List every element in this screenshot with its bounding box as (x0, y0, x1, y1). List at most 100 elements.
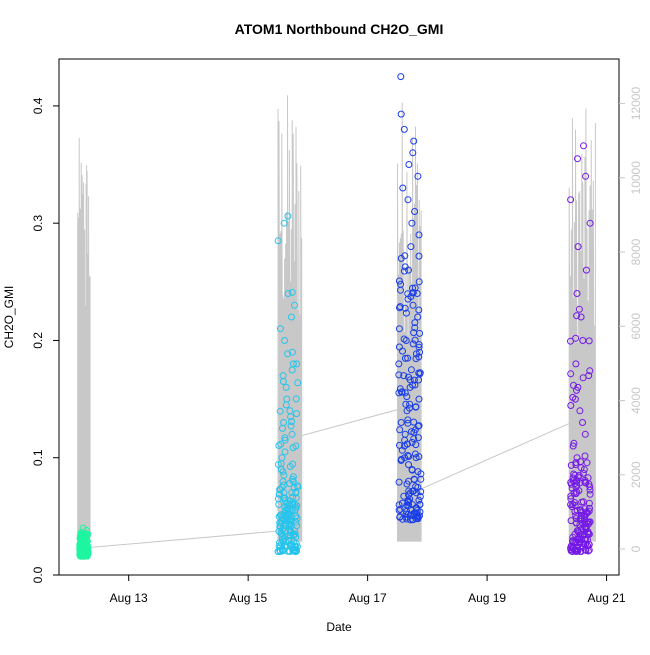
data-point (411, 381, 419, 389)
chart-title: ATOM1 Northbound CH2O_GMI (235, 21, 444, 37)
data-point (275, 542, 283, 550)
data-point (412, 441, 420, 449)
data-point (290, 484, 298, 492)
data-point (405, 461, 412, 469)
data-point (281, 434, 289, 442)
data-point (292, 512, 300, 520)
trend-line (83, 408, 577, 549)
data-point (400, 492, 408, 500)
data-point (571, 508, 579, 515)
series-2 (395, 73, 425, 524)
data-point (414, 313, 422, 321)
data-point (582, 479, 590, 487)
data-point (410, 329, 418, 337)
data-point (414, 434, 422, 442)
data-point (411, 324, 419, 332)
data-points-layer (76, 73, 594, 560)
x-tick-label-1: Aug 15 (229, 591, 267, 605)
data-point (567, 337, 574, 345)
data-point (407, 243, 415, 251)
data-point (286, 520, 294, 528)
data-point (276, 547, 284, 555)
data-point (405, 487, 413, 495)
altitude-traces (77, 95, 596, 542)
data-point (407, 293, 415, 300)
data-point (285, 513, 293, 521)
data-point (282, 383, 290, 391)
data-point (292, 494, 300, 502)
plot-frame (58, 58, 620, 576)
y2-tick-label-4: 8000 (629, 238, 643, 265)
data-point (415, 343, 423, 351)
data-point (396, 304, 403, 312)
data-point (403, 393, 411, 401)
x-tick-label-3: Aug 19 (468, 591, 506, 605)
data-point (400, 372, 408, 380)
data-point (283, 499, 291, 507)
data-point (395, 277, 403, 285)
data-point (411, 450, 419, 458)
series-0 (76, 524, 92, 560)
data-point (574, 243, 582, 251)
data-point (567, 196, 575, 204)
data-point (403, 480, 411, 488)
data-point (411, 319, 419, 327)
data-point (415, 369, 423, 377)
data-point (414, 172, 422, 180)
data-point (586, 219, 594, 227)
data-point (569, 442, 577, 450)
data-point (405, 453, 413, 460)
data-point (406, 495, 414, 503)
data-point (291, 301, 298, 309)
data-point (294, 379, 302, 387)
data-point (293, 514, 301, 522)
altitude-trace-1 (277, 95, 303, 542)
data-point (400, 267, 408, 275)
data-point (286, 407, 294, 415)
data-point (581, 546, 589, 554)
data-point (395, 371, 403, 379)
data-point (581, 452, 589, 460)
data-point (409, 301, 417, 309)
data-point (286, 480, 294, 487)
data-point (416, 493, 424, 500)
data-point (397, 73, 405, 81)
data-point (78, 550, 86, 558)
series-1 (274, 212, 302, 555)
data-point (293, 410, 301, 418)
data-point (581, 430, 589, 438)
data-point (288, 313, 295, 321)
data-point (402, 337, 410, 344)
y-tick-label-3: 0.3 (31, 215, 45, 232)
trend-line-layer (83, 408, 577, 549)
data-point (274, 237, 282, 245)
data-point (580, 142, 587, 150)
data-point (417, 488, 425, 496)
y2-tick-label-5: 10000 (629, 161, 643, 195)
data-point (409, 284, 416, 292)
x-tick-label-0: Aug 13 (110, 591, 148, 605)
data-point (401, 263, 409, 271)
data-point (572, 334, 580, 342)
data-point (573, 290, 581, 297)
data-point (401, 354, 409, 362)
x-tick-label-4: Aug 21 (588, 591, 626, 605)
data-point (401, 389, 409, 397)
data-point (569, 393, 577, 401)
data-point (409, 289, 417, 297)
data-point (404, 499, 412, 507)
data-point (571, 471, 579, 479)
altitude-trace-2 (397, 102, 422, 542)
data-point (573, 454, 581, 462)
data-point (582, 523, 590, 531)
data-point (284, 212, 292, 220)
data-point (284, 350, 292, 358)
data-point (412, 403, 420, 411)
data-point (403, 440, 411, 448)
axes: Aug 13 Aug 15 Aug 17 Aug 19 Aug 21 0.0 0.1 0.2 0… (31, 87, 643, 605)
data-point (576, 407, 584, 415)
data-point (400, 125, 408, 133)
data-point (570, 381, 577, 389)
